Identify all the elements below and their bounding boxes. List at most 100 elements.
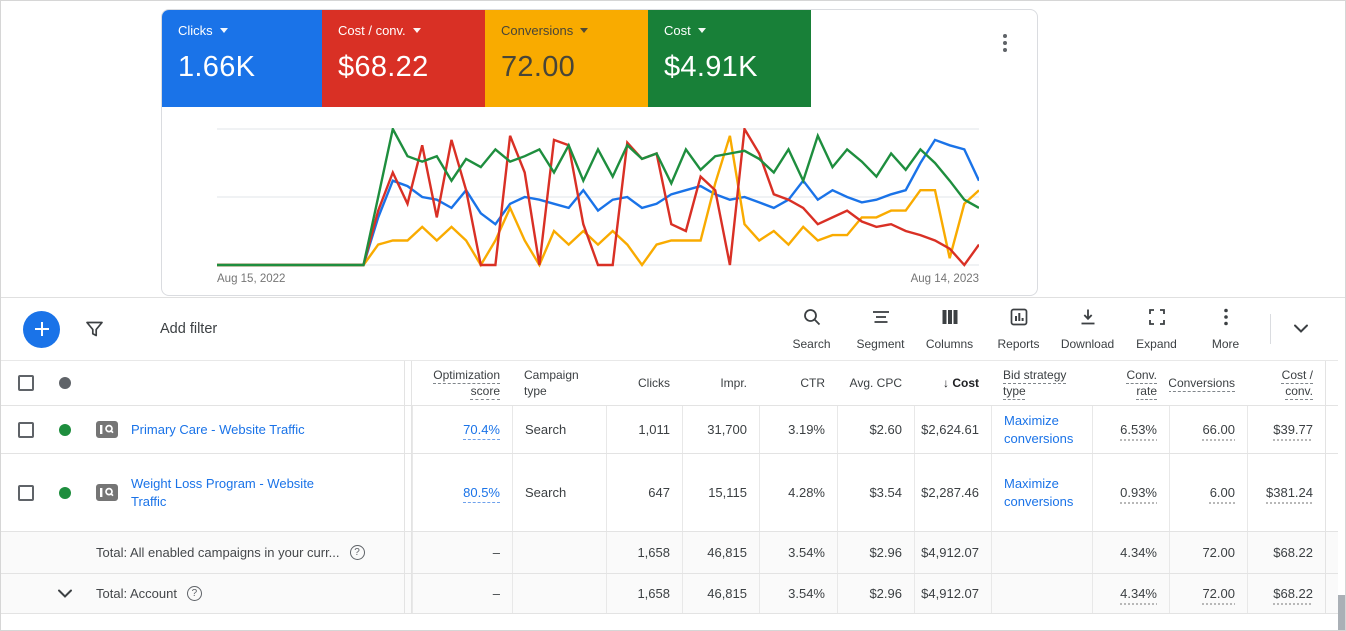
- reports-button[interactable]: Reports: [984, 307, 1053, 351]
- segment-button[interactable]: Segment: [846, 307, 915, 351]
- total-chevron-cell[interactable]: [46, 574, 84, 613]
- filter-icon[interactable]: [85, 320, 104, 338]
- header-bid[interactable]: Bid strategy type: [991, 361, 1092, 405]
- ctr-value: 3.19%: [788, 422, 825, 437]
- header-cost[interactable]: ↓ Cost: [914, 361, 991, 405]
- frozen-column-divider: [404, 532, 412, 573]
- costconv-cell: $381.24: [1247, 454, 1325, 531]
- download-button[interactable]: Download: [1053, 307, 1122, 351]
- help-icon[interactable]: ?: [350, 545, 365, 560]
- vertical-scrollbar-track[interactable]: [1338, 595, 1346, 631]
- add-filter-button[interactable]: Add filter: [160, 321, 217, 337]
- column-header-label: CTR: [800, 375, 825, 391]
- toolbar-button-label: Columns: [926, 337, 973, 351]
- header-ctr[interactable]: CTR: [759, 361, 837, 405]
- scorecard-value: 72.00: [501, 51, 632, 84]
- campaign-table: Optimization scoreCampaign type Clicks Imp…: [1, 360, 1338, 614]
- campaign-table-section: Add filter Search Segment Columns ReportsDo…: [1, 297, 1346, 631]
- optscore-total-cell: –: [412, 574, 512, 613]
- bid-strategy-link[interactable]: Maximize conversions: [1004, 412, 1080, 447]
- download-icon: [1078, 307, 1098, 332]
- row-checkbox[interactable]: [18, 422, 34, 438]
- expand-total-chevron-down-icon[interactable]: [56, 588, 74, 600]
- total-pad-cell: [1325, 532, 1338, 573]
- impr-cell: 15,115: [682, 454, 759, 531]
- row-checkbox-cell: [1, 406, 46, 453]
- performance-line-chart[interactable]: [217, 128, 979, 268]
- clicks-cell: 1,011: [606, 406, 682, 453]
- campaign-row: Weight Loss Program - Website Traffic 80.…: [1, 454, 1338, 532]
- frozen-column-divider: [404, 574, 412, 613]
- scorecard-metric-selector[interactable]: Clicks: [178, 23, 306, 38]
- scorecard-metric-selector[interactable]: Conversions: [501, 23, 632, 38]
- scorecard-label: Conversions: [501, 23, 573, 38]
- impr-total-cell: 46,815: [682, 574, 759, 613]
- performance-chart-card: Clicks1.66KCost / conv.$68.22Conversions…: [161, 9, 1038, 296]
- sort-descending-arrow-icon: ↓: [943, 376, 949, 390]
- more-button[interactable]: More: [1191, 307, 1260, 351]
- search-button[interactable]: Search: [777, 307, 846, 351]
- scorecard-value: $4.91K: [664, 51, 795, 84]
- conversions-total-cell: 72.00: [1169, 532, 1247, 573]
- chart-options-kebab-menu-icon[interactable]: [1003, 34, 1007, 52]
- scorecard-metric-selector[interactable]: Cost: [664, 23, 795, 38]
- ctr-total-cell: 3.54%: [759, 574, 837, 613]
- total-account-row: Total: Account?–1,65846,8153.54%$2.96$4,…: [1, 574, 1338, 614]
- toolbar-divider: [1270, 314, 1271, 344]
- clicks-total: 1,658: [637, 545, 670, 560]
- cost-value: $2,624.61: [921, 422, 979, 437]
- header-campaign-cell[interactable]: [84, 361, 404, 405]
- enabled-status-dot[interactable]: [59, 487, 71, 499]
- header-cpc[interactable]: Avg. CPC: [837, 361, 914, 405]
- plus-icon: [34, 321, 50, 337]
- convrate-value: 6.53%: [1120, 422, 1157, 437]
- select-all-checkbox[interactable]: [18, 375, 34, 391]
- dropdown-arrow-icon: [413, 28, 421, 33]
- campaign-name-link[interactable]: Weight Loss Program - Website Traffic: [131, 475, 336, 510]
- scorecard-metric-selector[interactable]: Cost / conv.: [338, 23, 469, 38]
- bid-strategy-link[interactable]: Maximize conversions: [1004, 475, 1080, 510]
- help-icon[interactable]: ?: [187, 586, 202, 601]
- header-convrate[interactable]: Conv. rate: [1092, 361, 1169, 405]
- ctr-cell: 4.28%: [759, 454, 837, 531]
- conversions-value: 66.00: [1202, 422, 1235, 437]
- new-campaign-button[interactable]: [23, 311, 60, 348]
- convrate-total-cell: 4.34%: [1092, 532, 1169, 573]
- header-impr[interactable]: Impr.: [682, 361, 759, 405]
- optscore-cell: 80.5%: [412, 454, 512, 531]
- costconv-total-cell: $68.22: [1247, 532, 1325, 573]
- expand-button[interactable]: Expand: [1122, 307, 1191, 351]
- impr-value: 31,700: [707, 422, 747, 437]
- columns-button[interactable]: Columns: [915, 307, 984, 351]
- convrate-value: 0.93%: [1120, 485, 1157, 500]
- ctr-total: 3.54%: [788, 545, 825, 560]
- header-ctype[interactable]: Campaign type: [512, 361, 606, 405]
- bid-strategy-cell: Maximize conversions: [991, 406, 1092, 453]
- conversions-total: 72.00: [1202, 545, 1235, 560]
- ctr-cell: 3.19%: [759, 406, 837, 453]
- vertical-scrollbar-thumb[interactable]: [1338, 595, 1346, 631]
- scorecard-cost[interactable]: Cost $4.91K: [648, 10, 811, 107]
- enabled-status-dot[interactable]: [59, 424, 71, 436]
- header-costconv[interactable]: Cost / conv.: [1247, 361, 1325, 405]
- costconv-total: $68.22: [1273, 586, 1313, 601]
- scorecard-conversions[interactable]: Conversions 72.00: [485, 10, 648, 107]
- scorecard-cost-per-conv[interactable]: Cost / conv.$68.22: [322, 10, 485, 107]
- header-conversions[interactable]: Conversions: [1169, 361, 1247, 405]
- header-clicks[interactable]: Clicks: [606, 361, 682, 405]
- dropdown-arrow-icon: [580, 28, 588, 33]
- scorecard-clicks[interactable]: Clicks1.66K: [162, 10, 322, 107]
- reports-icon: [1009, 307, 1029, 332]
- header-optscore[interactable]: Optimization score: [412, 361, 512, 405]
- campaign-name-link[interactable]: Primary Care - Website Traffic: [131, 421, 305, 439]
- toolbar-button-label: Segment: [856, 337, 904, 351]
- row-status-cell: [46, 406, 84, 453]
- header-pad-cell: [1325, 361, 1338, 405]
- row-checkbox[interactable]: [18, 485, 34, 501]
- optimization-score-link[interactable]: 80.5%: [463, 485, 500, 500]
- optimization-score-link[interactable]: 70.4%: [463, 422, 500, 437]
- column-header-label: Clicks: [638, 375, 670, 391]
- total-pad-cell: [1325, 574, 1338, 613]
- collapse-table-chevron-down-icon[interactable]: [1287, 318, 1315, 340]
- campaign-type-cell: Search: [512, 454, 606, 531]
